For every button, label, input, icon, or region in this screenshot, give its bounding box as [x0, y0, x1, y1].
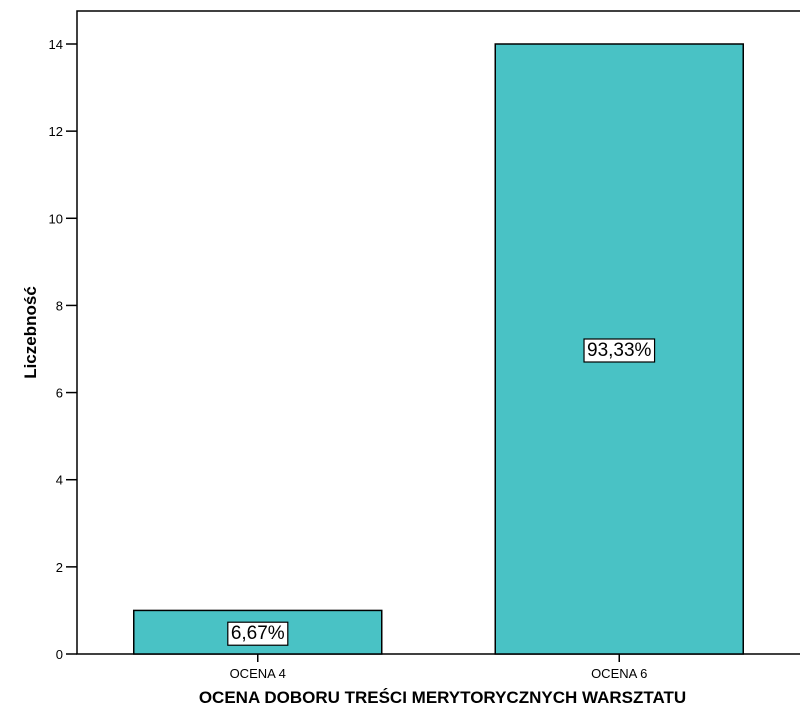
data-label-text: 6,67%	[231, 623, 285, 644]
y-axis: 0 2 4 6 8 10 12 14	[49, 37, 77, 662]
y-tick-label: 12	[49, 124, 63, 139]
y-tick-label: 4	[56, 473, 63, 488]
y-tick-label: 10	[49, 211, 63, 226]
y-tick-label: 14	[49, 37, 63, 52]
data-labels: 6,67% 93,33%	[227, 338, 656, 646]
data-label-box	[227, 621, 289, 646]
y-tick-label: 8	[56, 298, 63, 313]
data-label-0: 6,67%	[227, 621, 289, 646]
x-category-label: OCENA 4	[230, 666, 286, 681]
y-tick-label: 0	[56, 647, 63, 662]
y-tick-label: 2	[56, 560, 63, 575]
y-axis-title: Liczebność	[21, 286, 40, 379]
data-label-text: 93,33%	[587, 340, 652, 361]
x-axis-title: OCENA DOBORU TREŚCI MERYTORYCZNYCH WARSZ…	[199, 688, 686, 707]
x-axis: OCENA 4 OCENA 6	[230, 654, 647, 681]
data-label-1: 93,33%	[583, 338, 656, 363]
y-tick-label: 6	[56, 386, 63, 401]
x-category-label: OCENA 6	[591, 666, 647, 681]
data-label-box	[583, 338, 656, 363]
